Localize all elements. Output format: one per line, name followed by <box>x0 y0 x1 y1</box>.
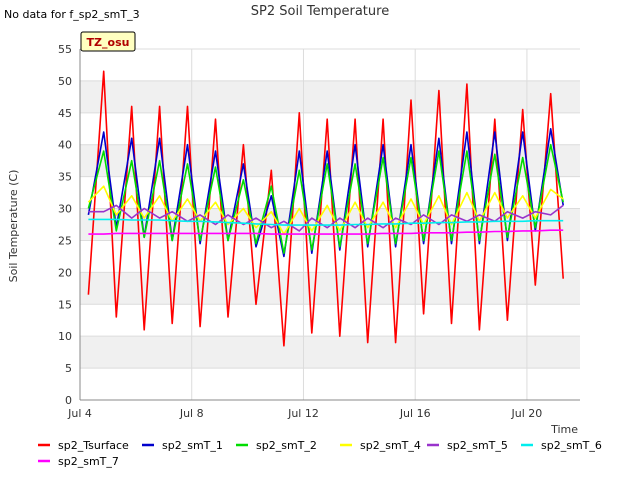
y-tick-label: 25 <box>58 234 72 247</box>
grid-band <box>80 336 580 369</box>
series-line-sp2_smT_6 <box>88 218 564 226</box>
legend-label: sp2_smT_1 <box>162 439 223 452</box>
y-tick-label: 45 <box>58 107 72 120</box>
y-tick-label: 15 <box>58 298 72 311</box>
y-tick-labels: 0 5 10 15 20 25 30 35 40 45 50 55 <box>58 43 72 407</box>
axes <box>79 49 580 401</box>
series-line-sp2_smT_1 <box>87 128 564 258</box>
legend-label: sp2_Tsurface <box>58 439 129 452</box>
tz-badge-label: TZ_osu <box>87 36 130 49</box>
legend-item-sp2_smT_6: sp2_smT_6 <box>521 439 602 452</box>
x-tick-label: Jul 8 <box>179 407 204 420</box>
y-tick-label: 40 <box>58 139 72 152</box>
grid-band <box>80 272 580 305</box>
x-tick-label: Jul 12 <box>287 407 319 420</box>
x-axis-label: Time <box>550 423 578 436</box>
x-tick-label: Jul 16 <box>399 407 431 420</box>
legend-item-sp2_Tsurface: sp2_Tsurface <box>38 439 129 452</box>
series-line-sp2_smT_4 <box>87 185 564 235</box>
y-tick-label: 20 <box>58 266 72 279</box>
y-tick-label: 35 <box>58 171 72 184</box>
y-axis-label: Soil Temperature (C) <box>7 170 20 283</box>
legend: sp2_Tsurface sp2_smT_1 sp2_smT_2 sp2_smT_4 s… <box>38 439 602 468</box>
y-tick-label: 50 <box>58 75 72 88</box>
legend-item-sp2_smT_7: sp2_smT_7 <box>38 455 119 468</box>
no-data-note: No data for f_sp2_smT_3 <box>4 8 140 21</box>
y-tick-label: 10 <box>58 330 72 343</box>
x-tick-label: Jul 20 <box>511 407 543 420</box>
chart-title: SP2 Soil Temperature <box>251 4 389 19</box>
y-tick-label: 5 <box>65 362 72 375</box>
y-tick-label: 55 <box>58 43 72 56</box>
series-line-sp2_smT_7 <box>88 229 564 235</box>
legend-label: sp2_smT_5 <box>447 439 508 452</box>
series-line-sp2_smT_5 <box>88 204 564 232</box>
y-tick-label: 0 <box>65 394 72 407</box>
legend-item-sp2_smT_2: sp2_smT_2 <box>236 439 317 452</box>
legend-item-sp2_smT_1: sp2_smT_1 <box>142 439 223 452</box>
legend-label: sp2_smT_6 <box>541 439 602 452</box>
legend-label: sp2_smT_7 <box>58 455 119 468</box>
series-lines <box>87 70 564 347</box>
legend-label: sp2_smT_2 <box>256 439 317 452</box>
series-line-sp2_Tsurface <box>87 70 564 347</box>
grid-band <box>80 80 580 113</box>
x-tick-label: Jul 4 <box>67 407 92 420</box>
y-tick-label: 30 <box>58 203 72 216</box>
x-tick-labels: Jul 4 Jul 8 Jul 12 Jul 16 Jul 20 <box>67 407 542 420</box>
legend-item-sp2_smT_4: sp2_smT_4 <box>340 439 421 452</box>
legend-label: sp2_smT_4 <box>360 439 421 452</box>
tz-badge: TZ_osu <box>80 31 136 52</box>
legend-item-sp2_smT_5: sp2_smT_5 <box>427 439 508 452</box>
